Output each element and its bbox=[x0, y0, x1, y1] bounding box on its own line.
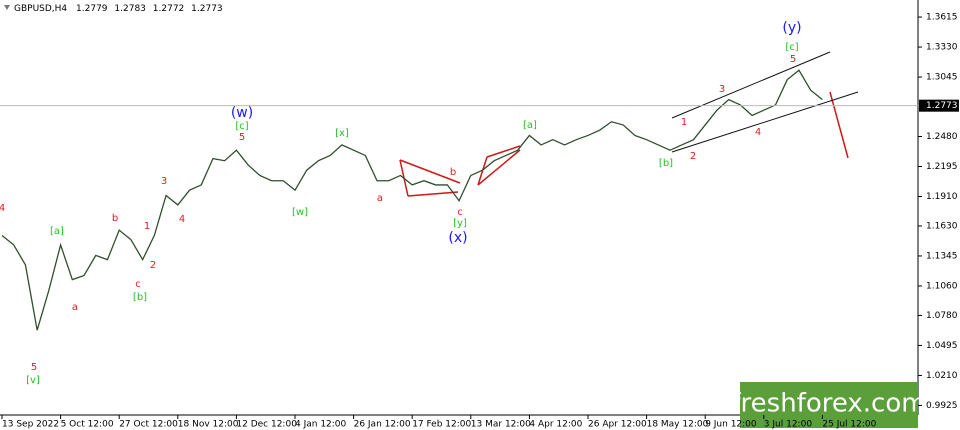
watermark-box bbox=[740, 382, 918, 428]
x-tick-label: 25 Jul 12:00 bbox=[822, 420, 876, 430]
last-price-box bbox=[919, 99, 959, 112]
wave-label: [c] bbox=[235, 121, 248, 132]
x-tick-label: 13 Mar 12:00 bbox=[471, 420, 531, 430]
wave-label: (x) bbox=[448, 230, 467, 246]
wave-label: [y] bbox=[453, 218, 467, 229]
y-tick-label: 1.1630 bbox=[926, 221, 958, 231]
close: 1.2773 bbox=[191, 4, 223, 14]
wave-label: [b] bbox=[133, 292, 147, 303]
wave-label: 4 bbox=[755, 127, 761, 138]
y-tick-label: 1.2195 bbox=[926, 162, 958, 172]
plot bbox=[1, 69, 823, 331]
open: 1.2779 bbox=[76, 4, 108, 14]
x-tick-label: 18 May 12:00 bbox=[647, 420, 709, 430]
wave-label: 5 bbox=[239, 132, 245, 143]
x-tick-label: 3 Jul 12:00 bbox=[764, 420, 813, 430]
y-tick-label: 1.1060 bbox=[926, 281, 958, 291]
x-tick-label: 13 Sep 2022 bbox=[2, 420, 59, 430]
wave-label: [x] bbox=[335, 128, 349, 139]
x-tick-label: 26 Apr 12:00 bbox=[588, 420, 647, 430]
symbol: GBPUSD,H4 bbox=[14, 4, 67, 14]
y-tick-label: 1.2480 bbox=[926, 132, 958, 142]
high: 1.2783 bbox=[114, 4, 146, 14]
wave-label: [a] bbox=[523, 120, 537, 131]
y-tick-label: 1.1910 bbox=[926, 192, 958, 202]
x-tick-label: 4 Apr 12:00 bbox=[529, 420, 582, 430]
y-tick-label: 1.0495 bbox=[926, 341, 958, 351]
wave-label: [w] bbox=[292, 207, 308, 218]
chart-header: GBPUSD,H4 1.2779 1.2783 1.2772 1.2773 bbox=[14, 4, 223, 14]
wave-label: [b] bbox=[659, 158, 673, 169]
wave-label: b bbox=[112, 213, 118, 224]
wave-label: (w) bbox=[231, 105, 253, 121]
last-price-label: 1.2773 bbox=[926, 101, 958, 111]
wave-label: 2 bbox=[150, 260, 156, 271]
wave-label: 1 bbox=[144, 221, 150, 232]
y-tick-label: 1.3330 bbox=[926, 43, 958, 53]
wave-label: a bbox=[377, 193, 383, 204]
x-tick-label: 17 Feb 12:00 bbox=[412, 420, 471, 430]
channel-lines bbox=[671, 51, 859, 153]
wave-label: [a] bbox=[50, 226, 64, 237]
wave-label: 5 bbox=[790, 54, 796, 65]
wave-label: [v] bbox=[26, 375, 40, 386]
wave-label: c bbox=[135, 279, 141, 290]
wave-label: 4 bbox=[179, 214, 185, 225]
watermark: freshforex.com bbox=[731, 389, 926, 419]
y-tick-label: 0.9925 bbox=[926, 401, 958, 411]
y-tick-label: 1.3045 bbox=[926, 73, 958, 83]
wave-label: 1 bbox=[681, 117, 687, 128]
wave-label: (y) bbox=[782, 20, 801, 36]
wave-label: 2 bbox=[690, 151, 696, 162]
x-tick-label: 27 Oct 12:00 bbox=[119, 420, 178, 430]
wave-label: 5 bbox=[31, 362, 37, 373]
x-tick-label: 12 Dec 12:00 bbox=[236, 420, 297, 430]
x-tick-label: 9 Jun 12:00 bbox=[705, 420, 757, 430]
price-line bbox=[1, 69, 823, 331]
wave-label: 4 bbox=[0, 203, 5, 214]
low: 1.2772 bbox=[153, 4, 185, 14]
wave-label: 3 bbox=[161, 176, 167, 187]
y-tick-label: 1.1345 bbox=[926, 251, 958, 261]
wave-label: a bbox=[72, 302, 78, 313]
wave-label: [c] bbox=[785, 42, 798, 53]
wave-label: 3 bbox=[719, 84, 725, 95]
y-tick-label: 1.0210 bbox=[926, 371, 958, 381]
x-tick-label: 26 Jan 12:00 bbox=[354, 420, 411, 430]
x-tick-label: 18 Nov 12:00 bbox=[178, 420, 239, 430]
wave-label: c bbox=[457, 207, 463, 218]
wave-label: b bbox=[450, 167, 456, 178]
collapse-arrow bbox=[4, 5, 10, 10]
y-tick-label: 1.0780 bbox=[926, 311, 958, 321]
y-tick-label: 1.3615 bbox=[926, 13, 958, 23]
x-tick-label: 4 Jan 12:00 bbox=[295, 420, 347, 430]
x-tick-label: 5 Oct 12:00 bbox=[61, 420, 114, 430]
